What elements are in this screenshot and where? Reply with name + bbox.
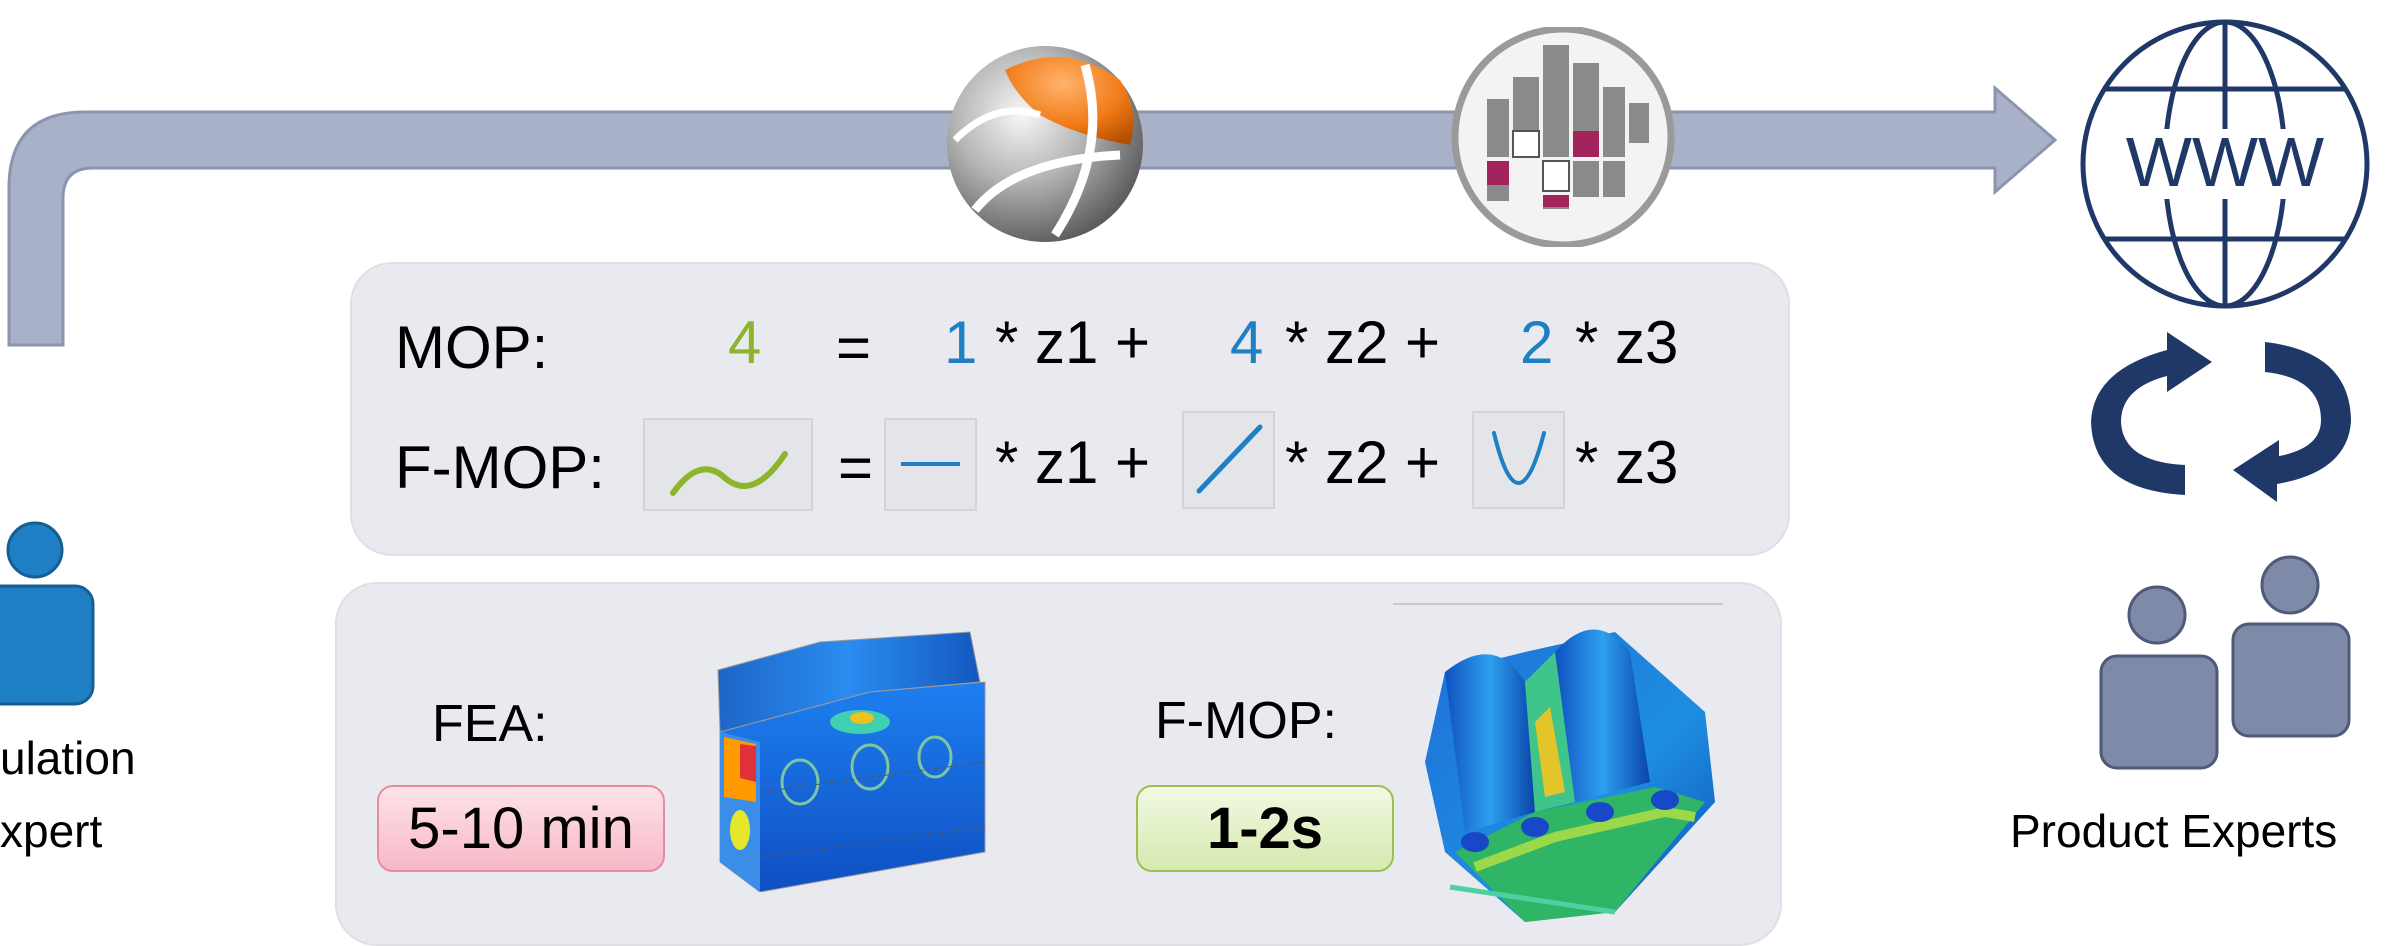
mop-coef2: 4 [1230,309,1264,376]
fea-label: FEA: [432,695,548,753]
mop-term3: * z3 [1575,309,1679,376]
fmop-result-thumbnail [643,418,813,511]
people-icon [2099,555,2351,770]
fea-time: 5-10 min [408,795,634,861]
fmop-time: 1-2s [1206,795,1324,861]
equation-panel [350,262,1790,556]
cycle-arrows-icon [2091,332,2351,502]
simulation-expert-label-line1: ulation [0,732,136,784]
mop-label: MOP: [395,314,549,381]
globe-text: WWW [2126,123,2324,201]
mop-term2: * z2 + [1285,309,1441,376]
person-icon [0,521,95,706]
histogram-logo-icon [1451,27,1675,247]
fmop-label: F-MOP: [395,434,605,501]
globe-icon: WWW [2080,19,2370,309]
linear-curve-icon [1196,424,1263,494]
wave-curve-icon [670,451,788,496]
mop-equals: = [836,314,872,381]
fmop-coef1-thumbnail [884,418,977,511]
fea-time-badge: 5-10 min [377,785,665,872]
fmop-coef2-thumbnail [1182,411,1275,509]
mop-coef3: 2 [1520,309,1554,376]
fea-result-image [717,631,986,892]
fmop-equals: = [838,434,874,501]
mop-coef1: 1 [944,309,978,376]
fmop-term1: * z1 + [995,429,1151,496]
panel-divider [1393,603,1723,605]
product-experts-label: Product Experts [2010,805,2338,857]
constant-curve-icon [901,462,960,466]
mop-term1: * z1 + [995,309,1151,376]
sphere-logo-icon [947,46,1143,242]
simulation-expert-label-line2: xpert [0,805,103,857]
quadratic-curve-icon [1492,431,1546,485]
fmop-term3: * z3 [1575,429,1679,496]
fmop-result-image [1425,629,1715,922]
fmop-term2: * z2 + [1285,429,1441,496]
fmop-coef3-thumbnail [1472,411,1565,509]
mop-result: 4 [728,309,762,376]
fmop-time-badge: 1-2s [1136,785,1394,872]
fmop-compare-label: F-MOP: [1155,692,1337,750]
